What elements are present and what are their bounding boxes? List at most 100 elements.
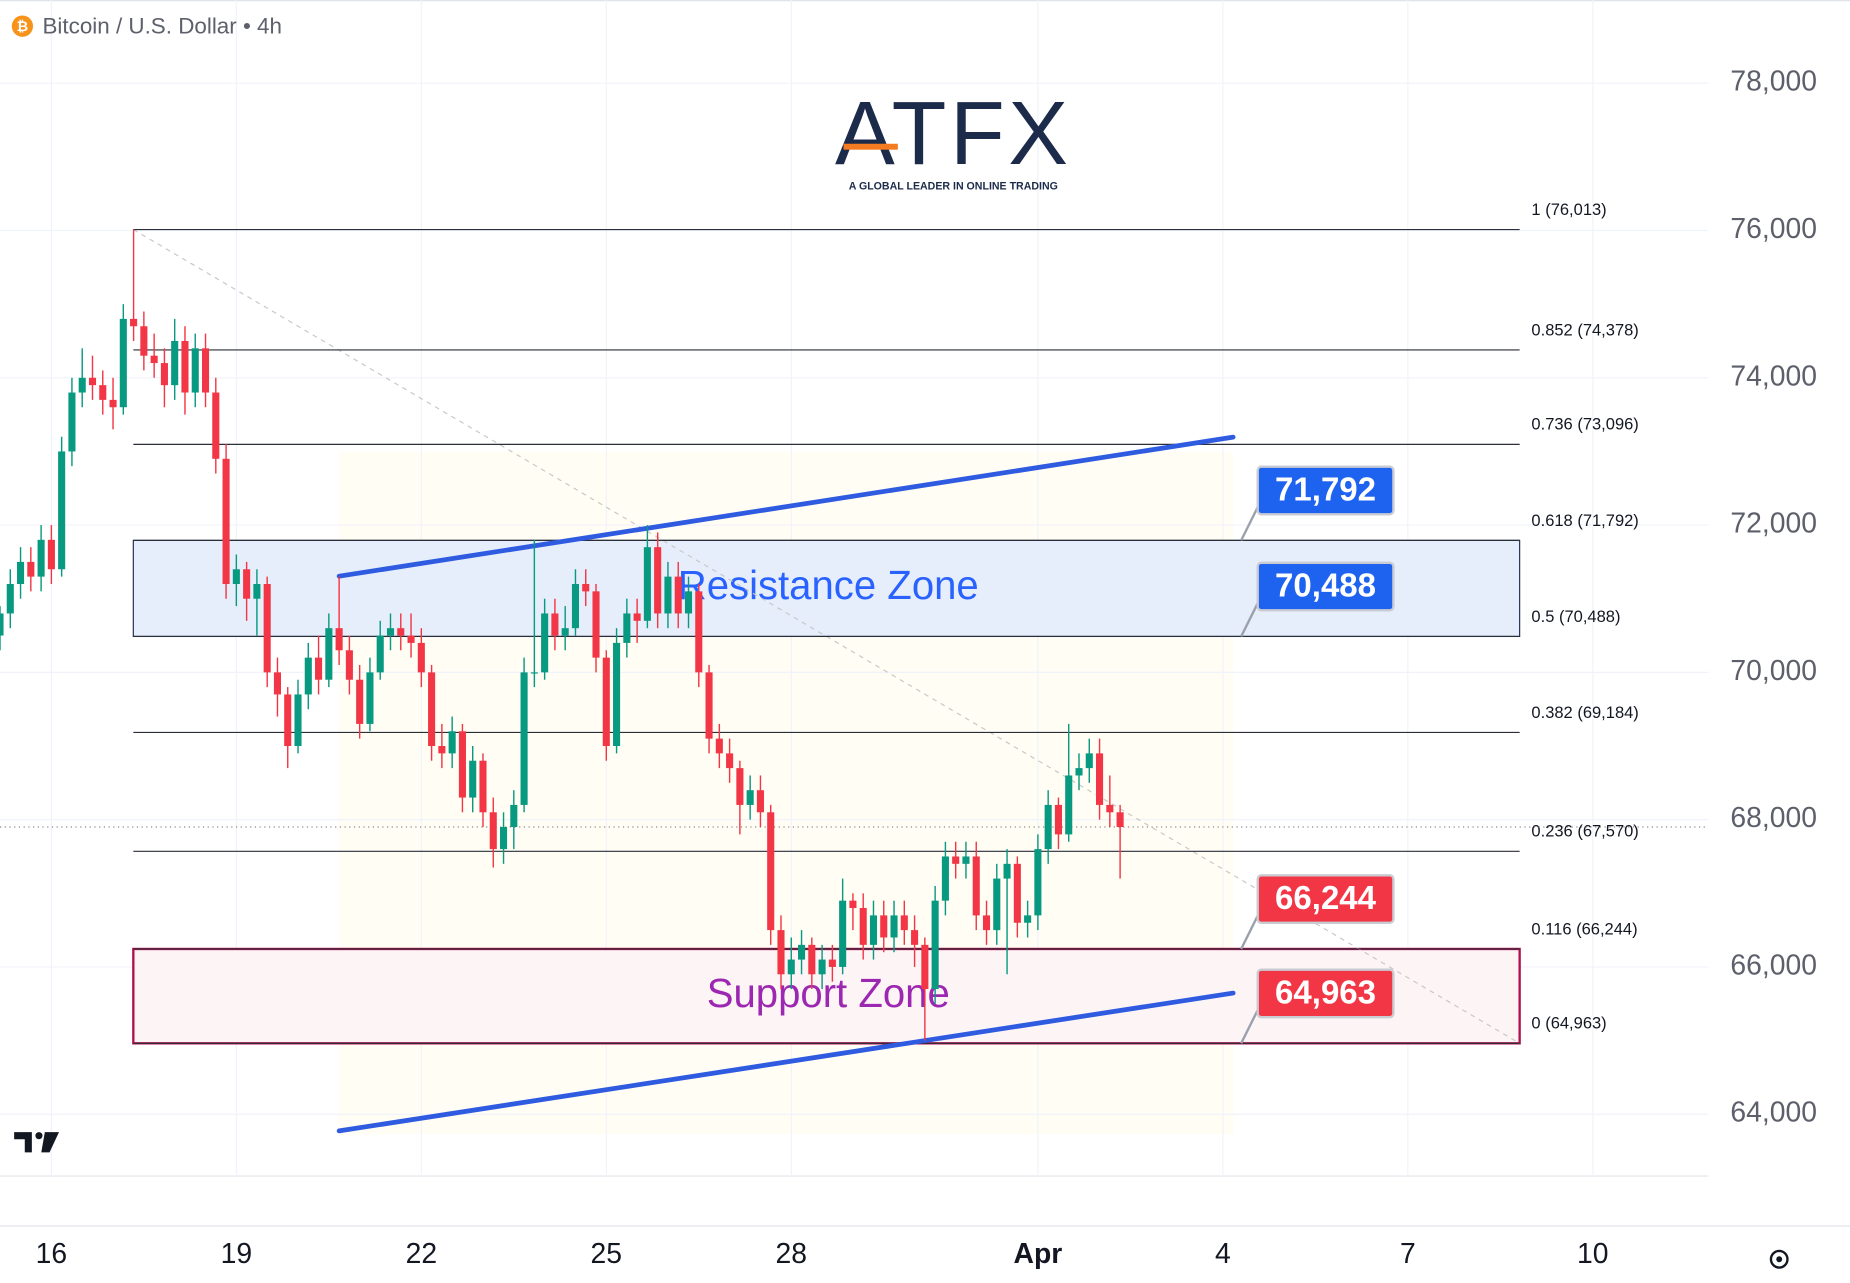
candle-body	[643, 547, 651, 621]
candle-body	[325, 628, 333, 680]
fib-label: 0.5 (70,488)	[1531, 607, 1620, 626]
candle-body	[623, 613, 631, 643]
candle-body	[839, 900, 847, 967]
candle-body	[366, 672, 374, 724]
candle-body	[47, 539, 55, 570]
candle-body	[294, 694, 302, 747]
candle-body	[119, 318, 127, 408]
y-tick-label: 74,000	[1730, 360, 1817, 392]
candle-body	[191, 348, 199, 393]
candle-body	[869, 915, 878, 945]
chart-title: Bitcoin / U.S. Dollar • 4h	[42, 13, 281, 38]
fib-label: 1 (76,013)	[1531, 200, 1606, 219]
candle-body	[376, 635, 384, 673]
price-label-pointer	[1240, 1009, 1259, 1044]
candle-body	[232, 569, 240, 584]
fib-label: 0.618 (71,792)	[1531, 511, 1638, 530]
fib-label: 0.382 (69,184)	[1531, 703, 1638, 722]
candles-layer	[0, 229, 1709, 1041]
price-label-pointer	[1240, 602, 1259, 637]
candle-body	[756, 790, 764, 813]
settings-icon[interactable]	[1769, 1249, 1789, 1269]
candle-body	[27, 561, 35, 577]
candle-body	[243, 569, 251, 599]
candle-body	[489, 812, 497, 850]
settings-gear-center[interactable]	[1776, 1256, 1783, 1263]
x-tick-label: Apr	[1014, 1238, 1063, 1270]
candle-body	[859, 908, 867, 945]
candle-body	[931, 900, 939, 990]
candle-body	[828, 959, 836, 967]
candle-body	[746, 790, 754, 805]
candle-body	[479, 760, 487, 813]
candle-body	[592, 591, 600, 658]
candle-body	[386, 628, 395, 636]
candle-body	[818, 959, 826, 975]
candle-body	[304, 657, 312, 695]
candle-body	[37, 539, 45, 577]
candle-body	[140, 326, 148, 356]
settings-gear[interactable]	[1769, 1249, 1789, 1269]
tradingview-logo	[14, 1132, 59, 1153]
candle-body	[181, 340, 189, 393]
candle-body	[993, 878, 1001, 931]
fib-label: 0.852 (74,378)	[1531, 320, 1638, 339]
candle-body	[438, 746, 446, 754]
x-tick-label: 25	[591, 1238, 623, 1270]
candle-body	[674, 576, 682, 614]
candle-body	[561, 628, 569, 636]
y-tick-label: 76,000	[1730, 213, 1817, 245]
candle-body	[1044, 804, 1052, 850]
candle-body	[808, 944, 816, 975]
price-label-pointer	[1240, 506, 1259, 541]
candle-body	[1085, 753, 1093, 769]
candle-body	[911, 930, 919, 945]
candle-body	[417, 642, 425, 673]
candle-body	[1096, 753, 1104, 805]
trendline	[336, 990, 1236, 1134]
x-tick-label: 22	[406, 1238, 438, 1270]
candle-body	[900, 915, 908, 931]
candle-body	[397, 628, 405, 636]
candle-body	[787, 959, 795, 975]
candle-body	[499, 827, 508, 850]
candle-body	[284, 694, 292, 747]
candle-body	[798, 944, 806, 960]
candle-body	[171, 340, 179, 386]
fib-label: 0.736 (73,096)	[1531, 415, 1638, 434]
candle-body	[17, 561, 25, 584]
candle-body	[962, 856, 970, 864]
candle-body	[160, 363, 168, 386]
price-label-box	[1256, 561, 1395, 612]
tv-logo-part	[41, 1132, 59, 1153]
candle-body	[68, 392, 76, 452]
candle-body	[253, 583, 261, 599]
x-tick-label: 4	[1215, 1238, 1231, 1270]
fib-label: 0.236 (67,570)	[1531, 822, 1638, 841]
y-tick-label: 70,000	[1730, 655, 1817, 687]
x-tick-label: 28	[776, 1238, 808, 1270]
candle-body	[664, 576, 672, 614]
candle-body	[510, 804, 518, 828]
candle-body	[201, 348, 210, 393]
candle-body	[458, 731, 466, 798]
candle-body	[684, 591, 693, 614]
candle-body	[1034, 849, 1042, 916]
tv-logo-part	[14, 1132, 32, 1153]
candle-body	[6, 583, 14, 614]
candle-body	[315, 657, 323, 680]
logo: ATFX A GLOBAL LEADER IN ONLINE TRADING	[835, 84, 1068, 193]
symbol-icon	[11, 15, 34, 37]
candle-body	[571, 583, 580, 629]
candle-body	[58, 451, 66, 570]
candle-body	[1065, 775, 1073, 835]
tv-logo-part	[35, 1132, 43, 1140]
logo-tagline: A GLOBAL LEADER IN ONLINE TRADING	[849, 180, 1058, 192]
x-tick-label: 7	[1400, 1238, 1416, 1270]
candle-body	[1003, 863, 1011, 879]
candle-body	[736, 768, 744, 805]
x-tick-label: 10	[1577, 1238, 1609, 1270]
candle-body	[1106, 804, 1114, 813]
candle-body	[952, 856, 960, 864]
